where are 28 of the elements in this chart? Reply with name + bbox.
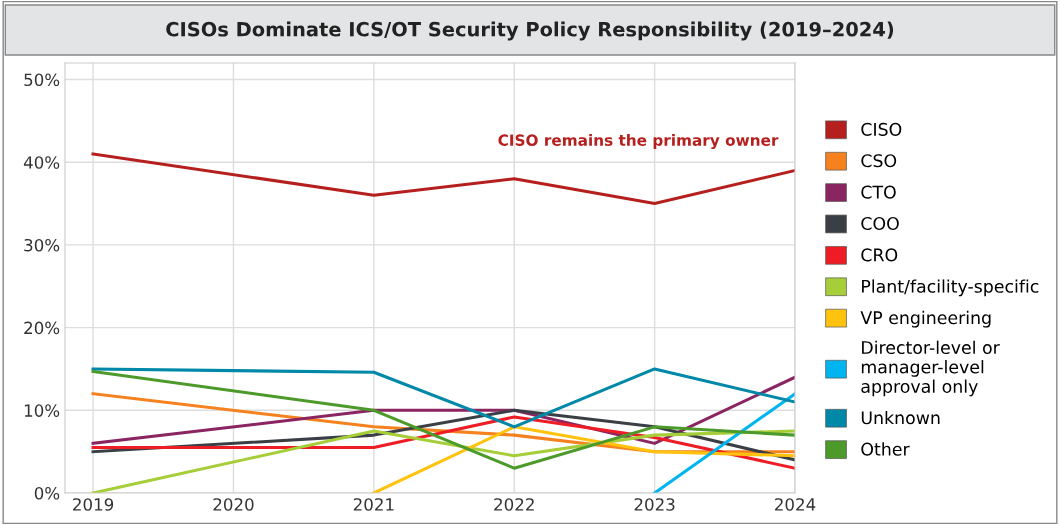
legend-label: CRO [861,248,898,262]
legend-label: CISO [861,122,902,136]
y-tick-label: 40% [23,156,60,169]
annotation: CISO remains the primary owner [498,134,779,149]
line-series [91,369,795,470]
x-tick-label: 2022 [494,498,534,511]
y-tick-label: 30% [24,238,60,252]
x-tick-label: 2020 [213,498,254,511]
legend-label: Plant/facility-specific [862,279,1039,297]
legend-label: CTO [861,185,896,199]
y-tick-label: 20% [24,321,60,335]
line-series [372,425,795,493]
x-tick-label: 2024 [775,498,816,511]
x-tick-label: 2021 [353,498,394,511]
y-tick-label: 0% [34,486,60,500]
line-series [91,152,795,206]
legend-label: COO [861,216,899,231]
x-tick-label: 2019 [73,498,114,511]
line-series [91,367,795,429]
legend-label: CSO [861,154,897,168]
legend-label: Other [861,442,910,456]
y-tick-label: 50% [24,73,60,87]
legend-label: Unknown [861,410,940,425]
chart-title: CISOs Dominate ICS/OT Security Policy Responsibility (2019–2024) [166,21,894,41]
legend-label: VP engineering [860,310,991,328]
x-tick-label: 2023 [634,498,675,511]
legend-label: Director-level or manager-level approval only [861,340,1000,397]
y-tick-label: 10% [24,404,60,417]
